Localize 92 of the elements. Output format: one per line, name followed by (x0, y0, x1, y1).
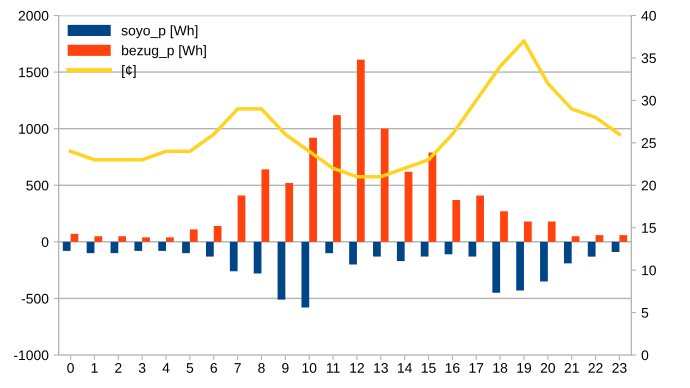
bar (476, 195, 484, 242)
bar (206, 242, 214, 257)
y2-tick-label: 5 (642, 308, 648, 318)
x-tick-label: 7 (234, 363, 241, 373)
bar (278, 242, 286, 300)
bar (428, 152, 436, 242)
bar (564, 242, 572, 264)
legend-label: soyo_p [Wh] (122, 25, 198, 38)
bar (500, 211, 508, 242)
bar (142, 237, 150, 242)
bar (588, 242, 596, 257)
x-tick-label: 13 (374, 363, 388, 373)
y2-tick-label: 15 (642, 223, 656, 233)
bar (62, 242, 71, 251)
y2-tick-label: 25 (642, 138, 656, 148)
y-tick-label: 1500 (19, 67, 48, 78)
bar (396, 242, 405, 262)
x-tick-label: 5 (186, 363, 194, 373)
y2-tick-label: 35 (642, 53, 656, 64)
y2-tick-label: 20 (642, 180, 656, 190)
y-tick-label: 500 (26, 180, 48, 190)
x-tick-label: 11 (326, 363, 340, 373)
x-tick-label: 4 (162, 363, 170, 373)
x-tick-label: 6 (210, 363, 218, 373)
x-tick-label: 14 (398, 363, 412, 373)
bar (349, 242, 357, 264)
bar (612, 242, 620, 252)
bar (214, 226, 222, 242)
legend-label: bezug_p [Wh] (122, 45, 206, 58)
bar (261, 169, 270, 242)
y-tick-label: -500 (22, 294, 48, 304)
bar (86, 242, 94, 254)
bar (444, 242, 452, 254)
bar (118, 236, 126, 242)
x-tick-label: 15 (422, 363, 436, 373)
bar (452, 200, 460, 242)
x-tick-label: 20 (540, 363, 556, 373)
bar (333, 115, 341, 242)
x-tick-label: 3 (138, 363, 146, 373)
bar (356, 60, 365, 242)
x-tick-label: 1 (92, 363, 98, 373)
y2-tick-label: 40 (641, 10, 656, 21)
line-series (68, 39, 622, 179)
bar (325, 242, 334, 254)
bar (380, 128, 389, 242)
y-tick-label: 2000 (18, 10, 48, 21)
y-tick-label: -1000 (14, 350, 48, 360)
x-tick-label: 17 (470, 363, 484, 373)
x-tick-label: 9 (282, 363, 289, 373)
x-tick-label: 21 (564, 363, 579, 373)
bar (134, 242, 142, 251)
x-tick-label: 22 (588, 363, 603, 373)
y2-tick-label: 10 (642, 265, 656, 276)
x-tick-label: 10 (302, 363, 316, 373)
y2-tick-label: 0 (642, 350, 648, 360)
bar (70, 234, 78, 242)
bar (309, 138, 317, 242)
y-tick-label: 0 (42, 237, 48, 248)
bar (301, 242, 310, 308)
x-tick-label: 19 (517, 363, 532, 373)
x-tick-label: 23 (612, 363, 627, 373)
y2-tick-label: 30 (642, 96, 656, 106)
x-tick-label: 8 (258, 363, 265, 373)
bar (540, 242, 548, 282)
x-tick-label: 18 (493, 363, 508, 373)
bar (94, 236, 102, 242)
bar (572, 236, 580, 242)
bar (110, 242, 118, 254)
bar (404, 172, 412, 242)
bar (238, 195, 246, 242)
bar (516, 242, 524, 291)
bar (468, 242, 476, 257)
bar (524, 221, 532, 242)
bar (420, 242, 429, 257)
bar (182, 242, 190, 254)
bar (254, 242, 262, 274)
bar (166, 237, 174, 242)
x-tick-label: 2 (115, 363, 122, 373)
bar (619, 235, 628, 242)
y-tick-label: 1000 (19, 124, 48, 134)
bar (285, 183, 294, 242)
bar (373, 242, 381, 257)
legend-label: [¢] (122, 65, 136, 78)
bar (548, 221, 556, 242)
bar (492, 242, 500, 293)
bar (230, 242, 238, 272)
x-tick-label: 16 (446, 363, 460, 373)
bar (158, 242, 166, 251)
bar (190, 229, 198, 242)
x-tick-label: 0 (67, 363, 74, 373)
bar (596, 235, 604, 242)
x-tick-label: 12 (350, 363, 364, 373)
